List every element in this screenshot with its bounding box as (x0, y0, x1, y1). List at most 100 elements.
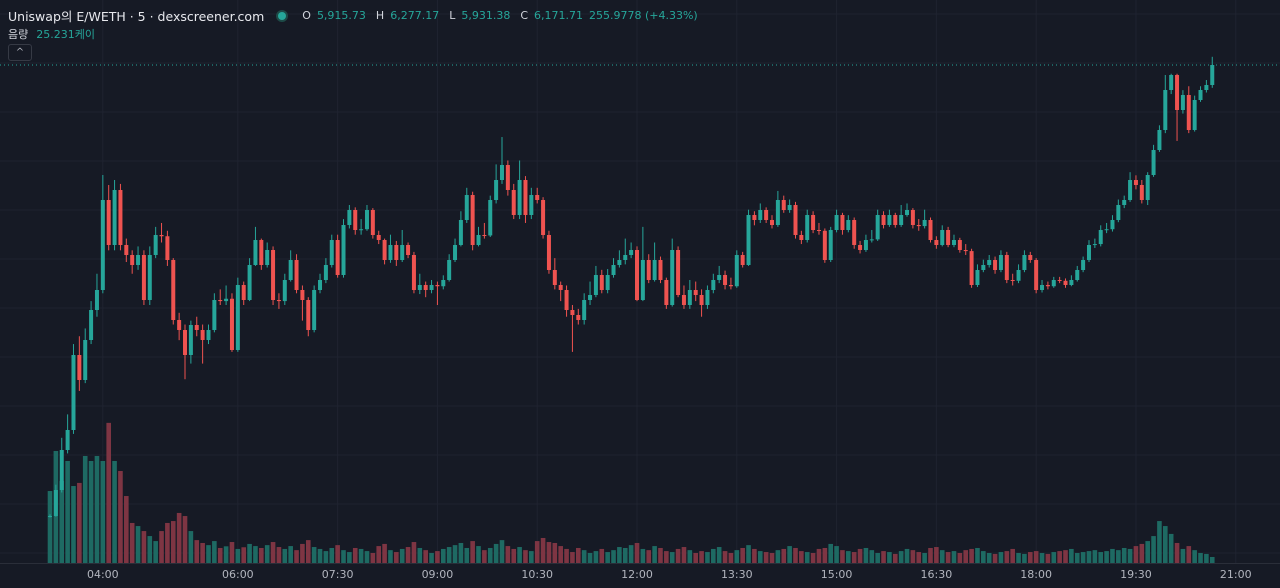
candle-body (881, 215, 886, 225)
volume-bar (1127, 548, 1133, 563)
candle-body (635, 250, 639, 300)
volume-bar (1063, 550, 1068, 563)
volume-bar (305, 540, 311, 563)
candle-body (382, 240, 387, 260)
volume-bar (1022, 553, 1027, 563)
volume-bar (1180, 548, 1186, 563)
candle-body (147, 255, 152, 300)
volume-bar (1204, 553, 1209, 563)
candle-body (165, 236, 170, 260)
volume-bar (429, 552, 434, 563)
volume-bar (376, 546, 382, 563)
volume-bar (564, 548, 569, 563)
volume-bar (1039, 552, 1045, 563)
candle-body (834, 215, 839, 230)
candle-body (1075, 270, 1080, 280)
volume-legend: 음량 25.231케이 (8, 26, 95, 42)
candle-body (764, 210, 769, 220)
candle-body (124, 245, 129, 255)
volume-bar (1069, 548, 1074, 563)
candle-body (48, 516, 52, 518)
volume-bar (1139, 543, 1145, 563)
volume-bar (916, 552, 922, 563)
volume-bar (1151, 536, 1156, 563)
candle-body (1116, 205, 1121, 220)
candle-body (218, 300, 223, 302)
candle-body (1081, 260, 1086, 270)
volume-bar (558, 546, 563, 563)
candle-body (981, 265, 986, 270)
candle-body (963, 250, 968, 252)
volume-bar (241, 547, 247, 563)
candle-body (934, 240, 939, 245)
volume-bar (804, 552, 810, 563)
volume-bar (599, 548, 605, 563)
volume-bar (681, 547, 687, 563)
candle-body (453, 245, 458, 260)
candle-body (312, 290, 317, 330)
candle-body (652, 260, 657, 280)
volume-bar (176, 512, 182, 563)
candle-body (171, 260, 176, 320)
candle-body (728, 285, 733, 287)
candle-body (646, 260, 651, 280)
candle-body (1198, 90, 1203, 100)
volume-bar (593, 551, 599, 563)
candle-body (482, 235, 487, 236)
candle-body (893, 215, 898, 225)
volume-bar (869, 550, 875, 563)
volume-bar (1080, 552, 1086, 563)
volume-bar (94, 455, 100, 563)
candle-body (511, 190, 516, 215)
candle-body (770, 220, 775, 225)
volume-bar (482, 550, 487, 563)
candle-body (588, 295, 593, 300)
candle-body (77, 355, 82, 380)
volume-bar (259, 547, 264, 563)
volume-bar (399, 548, 405, 563)
volume-bar (182, 516, 188, 563)
volume-bar (100, 460, 106, 563)
candle-body (1086, 245, 1091, 260)
volume-bar (423, 550, 428, 563)
volume-label: 음량 (8, 28, 29, 41)
volume-bar (523, 550, 528, 563)
volume-bar (945, 552, 951, 563)
volume-bar (904, 548, 910, 563)
volume-bar (388, 550, 393, 563)
volume-bar (300, 543, 305, 563)
volume-bar (505, 546, 511, 563)
candle-body (200, 330, 205, 340)
candle-body (441, 280, 446, 287)
volume-bar (652, 546, 657, 563)
volume-bar (264, 545, 270, 563)
candle-body (177, 320, 182, 330)
volume-bar (734, 550, 740, 563)
candle-body (458, 220, 463, 245)
candle-body (271, 250, 276, 300)
volume-bar (693, 552, 698, 563)
candle-body (599, 275, 604, 290)
ohlc-key: L (449, 9, 456, 22)
volume-bar (435, 551, 440, 563)
volume-bar (775, 550, 781, 563)
x-tick-label: 21:00 (1220, 568, 1252, 581)
candle-body (811, 215, 816, 230)
candle-body (899, 215, 904, 225)
candle-body (335, 240, 340, 275)
candle-body (922, 220, 927, 227)
candle-body (1145, 175, 1150, 200)
candle-body (623, 255, 628, 260)
collapse-button[interactable]: ^ (8, 44, 32, 61)
volume-bar (875, 552, 880, 563)
volume-bar (364, 551, 370, 563)
candle-body (1204, 85, 1209, 90)
volume-bar (446, 547, 452, 563)
volume-bar (1168, 533, 1174, 563)
volume-bar (828, 543, 834, 563)
volume-bar (687, 550, 693, 563)
candle-body (83, 340, 88, 380)
candle-body (112, 190, 117, 245)
candle-body (852, 220, 857, 245)
volume-bar (1192, 550, 1197, 563)
